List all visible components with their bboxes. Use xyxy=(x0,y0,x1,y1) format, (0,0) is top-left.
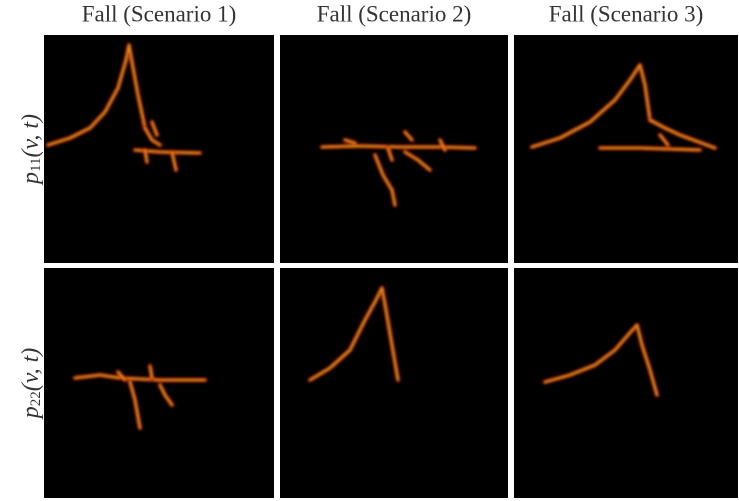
row-label: p11(v, t) xyxy=(18,114,45,186)
row-label-args: (v, t) xyxy=(18,114,44,158)
row-label-args: (v, t) xyxy=(18,348,44,392)
row-label: p22(v, t) xyxy=(18,348,45,421)
column-title: Fall (Scenario 2) xyxy=(317,1,472,26)
column-title: Fall (Scenario 1) xyxy=(82,1,237,26)
column-title: Fall (Scenario 3) xyxy=(549,1,704,26)
figure: Fall (Scenario 1) Fall (Scenario 2) Fall… xyxy=(0,0,739,501)
panel xyxy=(280,268,508,498)
row-label-symbol: p xyxy=(18,172,44,186)
panel xyxy=(44,35,274,263)
row-label-symbol: p xyxy=(18,406,44,420)
row-label-subscript: 11 xyxy=(28,158,44,172)
row-label-subscript: 22 xyxy=(28,391,44,406)
